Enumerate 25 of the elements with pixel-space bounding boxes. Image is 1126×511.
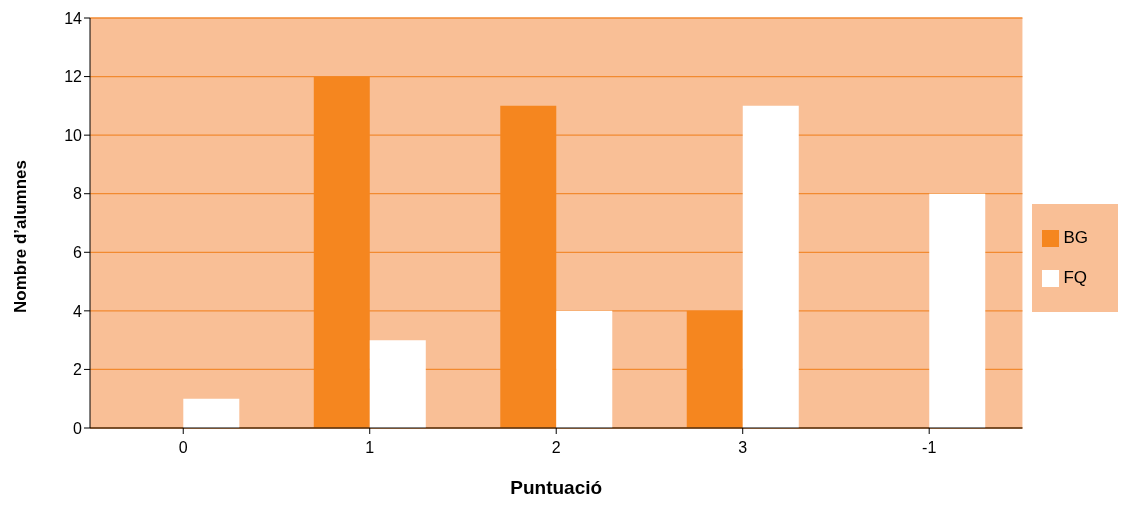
legend-label: BG <box>1063 228 1088 247</box>
x-tick-label: 1 <box>365 439 375 457</box>
bar <box>929 193 986 428</box>
bar <box>313 76 370 428</box>
y-tick-label: 14 <box>64 9 83 27</box>
x-axis-title: Puntuació <box>510 477 603 498</box>
bar <box>686 310 743 428</box>
x-tick-label: 2 <box>551 439 561 457</box>
y-tick-label: 10 <box>64 126 83 144</box>
bar <box>742 105 799 428</box>
y-tick-label: 6 <box>73 243 83 261</box>
x-tick-label: 0 <box>178 439 188 457</box>
y-axis-title: Nombre d’alumnes <box>11 159 31 313</box>
legend-label: FQ <box>1063 268 1088 287</box>
x-tick-label: -1 <box>922 439 937 457</box>
bar <box>369 340 426 428</box>
y-tick-label: 8 <box>73 185 83 203</box>
y-tick-label: 12 <box>64 68 83 86</box>
y-tick-label: 2 <box>73 361 83 379</box>
bar <box>500 105 557 428</box>
y-tick-label: 0 <box>73 419 83 437</box>
y-tick-label: 4 <box>73 302 83 320</box>
x-tick-label: 3 <box>738 439 748 457</box>
bar <box>556 310 613 428</box>
bar <box>183 398 240 428</box>
